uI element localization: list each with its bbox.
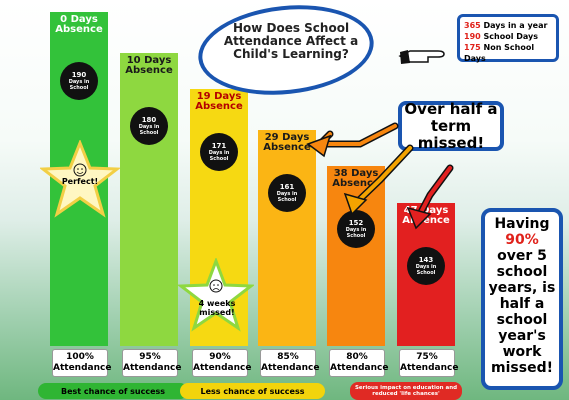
attendance-label: 75% Attendance — [399, 349, 459, 377]
days-in-school-word: Days in School — [208, 150, 230, 163]
attendance-word: Attendance — [123, 363, 182, 373]
attendance-pct: 85% — [277, 352, 299, 362]
having-90-box: Having 90% over 5 school years, is half … — [481, 208, 563, 390]
attendance-word: Attendance — [193, 363, 252, 373]
pointing-hand-icon — [398, 50, 445, 64]
days-in-school-badge: 180 Days in School — [130, 106, 168, 145]
perfect-star-icon — [40, 140, 120, 218]
bar-absence-label: 10 Days Absence — [125, 54, 173, 76]
bar-absence-label: 0 Days Absence — [55, 14, 103, 35]
over-half-term-box: Over half a term missed! — [398, 100, 504, 151]
attendance-word: Attendance — [261, 363, 320, 373]
bar-absence-label: 29 Days Absence — [263, 131, 311, 153]
attendance-label: 90% Attendance — [192, 349, 252, 377]
arrow-orange-1-icon — [306, 134, 332, 158]
days-in-school-badge: 152 Days in School — [337, 210, 375, 249]
days-in-school-value: 180 — [141, 115, 157, 124]
days-in-school-value: 190 — [71, 71, 87, 79]
attendance-word: Attendance — [330, 363, 389, 373]
arrow-orange-2-icon — [343, 192, 368, 216]
attendance-label: 95% Attendance — [122, 349, 182, 377]
days-in-school-badge: 143 Days in School — [407, 246, 445, 285]
arrows-group — [306, 122, 454, 230]
days-in-school-word: Days in School — [138, 123, 160, 136]
attendance-label: 85% Attendance — [260, 349, 320, 377]
days-in-school-word: Days in School — [276, 190, 298, 203]
days-in-school-badge: 161 Days in School — [268, 173, 306, 212]
four-weeks-label: 4 weeks missed! — [198, 299, 236, 317]
attendance-label: 80% Attendance — [329, 349, 389, 377]
page-title: How Does School Attendance Affect a Chil… — [223, 21, 359, 61]
attendance-pct: 100% — [66, 352, 94, 362]
attendance-label: 100% Attendance — [52, 349, 112, 377]
bar-absence-label: 38 Days Absence — [332, 168, 380, 190]
bar-3: 29 Days Absence 161 Days in School — [258, 129, 316, 346]
days-in-school-badge: 190 Days in School — [60, 62, 98, 100]
bar-absence-label: 19 Days Absence — [195, 91, 243, 113]
days-in-school-value: 171 — [211, 142, 227, 151]
attendance-word: Attendance — [53, 363, 112, 373]
year-info-box: 365 Days in a year 190 School Days 175 N… — [457, 14, 559, 63]
four-weeks-star-icon — [178, 258, 254, 332]
attendance-pct: 80% — [346, 352, 368, 362]
attendance-word: Attendance — [400, 363, 459, 373]
bar-4: 38 Days Absence 152 Days in School — [327, 166, 385, 346]
bar-absence-label: 47 Days Absence — [402, 204, 450, 226]
bar-1: 10 Days Absence 180 Days in School — [120, 52, 178, 346]
days-in-school-value: 143 — [418, 255, 434, 264]
attendance-pct: 90% — [209, 352, 231, 362]
footer-best-chance: Best chance of success — [38, 383, 188, 399]
bar-5: 47 Days Absence 143 Days in School — [397, 202, 455, 346]
attendance-pct: 75% — [416, 352, 438, 362]
footer-less-chance: Less chance of success — [180, 383, 325, 399]
attendance-pct: 95% — [139, 352, 161, 362]
days-in-school-value: 152 — [348, 219, 364, 228]
days-in-school-word: Days in School — [345, 227, 367, 240]
perfect-label: Perfect! — [61, 177, 99, 186]
arrow-red-icon — [406, 206, 432, 230]
days-in-school-value: 161 — [279, 182, 295, 191]
days-in-school-word: Days in School — [415, 263, 437, 276]
footer-serious-impact: Serious impact on education and reduced … — [350, 382, 462, 400]
days-in-school-word: Days in School — [68, 79, 90, 91]
days-in-school-badge: 171 Days in School — [200, 133, 238, 172]
